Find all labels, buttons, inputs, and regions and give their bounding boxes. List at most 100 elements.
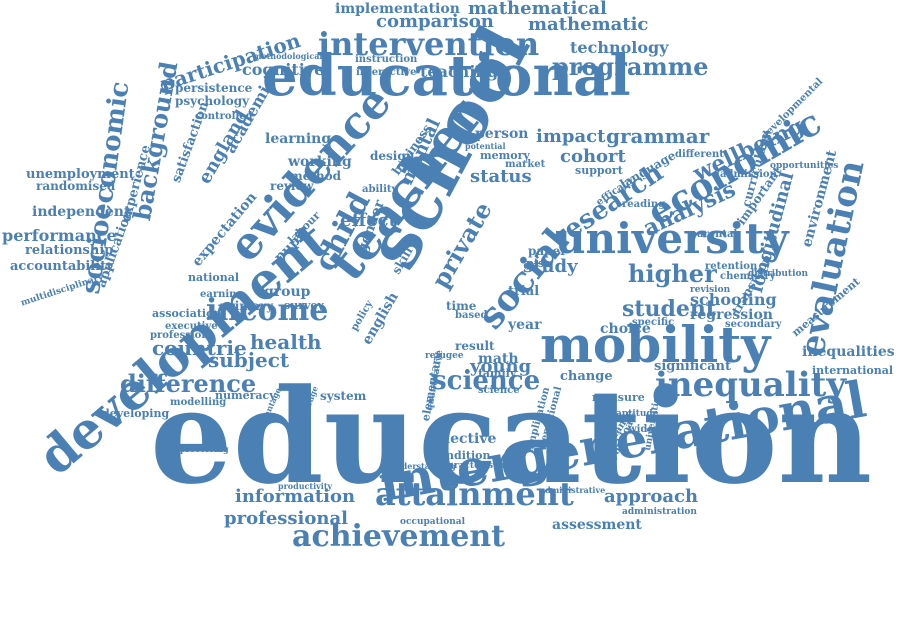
word-controlled: controlled [195, 111, 253, 122]
word-significant: significant [654, 359, 731, 374]
word-developing: developing [102, 407, 170, 420]
word-grammar: grammar [606, 124, 710, 148]
word-retention: retention [705, 261, 758, 272]
word-numeracy: numeracy [215, 389, 276, 402]
word-study: study [523, 256, 578, 277]
word-technology: technology [570, 38, 669, 57]
word-modelling: modelling [170, 397, 227, 408]
word-achievement: achievement [292, 519, 506, 554]
word-potential: potential [465, 141, 506, 151]
word-ability: ability [362, 184, 398, 195]
word-system: system [320, 389, 367, 403]
word-interactive: interactive [356, 67, 417, 78]
word-opportunities: opportunities [770, 161, 839, 171]
word-science: science [478, 385, 520, 396]
word-group: group [264, 284, 311, 300]
word-psychology: psychology [175, 94, 250, 108]
word-higher: higher [628, 259, 717, 288]
word-mathematical: mathematical [468, 0, 607, 19]
word-international: international [812, 364, 894, 377]
word-working: working [288, 154, 352, 170]
word-regression: regression [690, 307, 773, 323]
word-education: education [150, 360, 873, 513]
word-science: science [432, 366, 541, 396]
word-change: change [560, 369, 613, 384]
word-parental: parental [690, 229, 738, 240]
word-market: market [505, 159, 546, 170]
word-programme: programme [552, 52, 709, 81]
word-primary: primary [220, 299, 274, 313]
word-subject: subject [208, 348, 290, 372]
word-specific: specific [632, 317, 675, 328]
word-time: time [446, 299, 477, 313]
word-processing: processing [180, 444, 229, 454]
word-comparison: comparison [376, 11, 494, 32]
word-distribution: distribution [748, 269, 809, 279]
word-review: review [270, 179, 314, 193]
word-impact: impact [536, 126, 606, 147]
word-professional: professional [224, 508, 348, 529]
word-income: income [206, 293, 329, 328]
word-admission: admission [720, 169, 777, 180]
word-educational: educational [262, 43, 631, 109]
word-trial: trial [508, 284, 540, 299]
word-teaching: teaching [420, 62, 499, 81]
word-difference: difference [120, 369, 257, 398]
word-pisa: pisa [526, 257, 552, 270]
word-information: information [235, 486, 356, 507]
word-characteristic: characteristic [436, 461, 507, 471]
word-approach: approach [604, 486, 699, 507]
word-learning: learning [265, 131, 332, 147]
word-performance: performance [2, 226, 117, 245]
word-support: support [575, 164, 623, 177]
word-revision: revision [690, 285, 731, 295]
word-survey: survey [284, 299, 324, 312]
word-chemistry: chemistry [720, 271, 776, 282]
word-memory: memory [480, 149, 530, 162]
word-productivity: productivity [278, 481, 333, 491]
word-instruction: instruction [355, 54, 418, 65]
word-family: family [478, 367, 517, 380]
word-accountability: accountability [10, 259, 114, 274]
word-secondary: secondary [725, 319, 782, 330]
word-occupational: occupational [400, 517, 466, 527]
word-cohort: cohort [560, 146, 626, 167]
word-choice: choice [600, 321, 651, 337]
word-national: national [188, 271, 240, 284]
word-different: different [675, 149, 724, 160]
word-widening: widening [628, 424, 680, 435]
word-intervention: intervention [318, 25, 540, 63]
word-method: method [290, 169, 341, 183]
word-understanding: understanding [390, 461, 456, 471]
word-person: person [475, 126, 529, 142]
word-selective: selective [428, 431, 497, 447]
word-health: health [250, 330, 322, 354]
word-assessment: assessment [552, 517, 642, 533]
word-reading: reading [622, 199, 666, 210]
word-administration: administration [622, 507, 697, 517]
word-math: math [478, 351, 519, 367]
word-mathematic: mathematic [528, 14, 649, 35]
word-refugee: refugee [425, 351, 464, 361]
word-year: year [508, 317, 542, 333]
word-paper: paper [528, 244, 567, 258]
word-persistence: persistence [175, 81, 253, 95]
word-implementation: implementation [335, 1, 460, 17]
word-inequality: inequality [655, 365, 847, 405]
word-measure: measure [592, 391, 645, 404]
word-based: based [455, 310, 488, 321]
word-cognitive: cognitive [242, 60, 325, 79]
word-mobility: mobility [540, 315, 771, 374]
word-profession: profession [150, 330, 209, 341]
word-association: association [152, 307, 222, 320]
word-status: status [470, 166, 532, 187]
word-schooling: schooling [690, 290, 777, 309]
word-young: young [470, 356, 532, 377]
word-university: university [555, 214, 789, 263]
word-unemployment: unemployment [26, 167, 135, 182]
word-earning: earning [200, 289, 244, 300]
word-student: student [622, 296, 717, 322]
word-relationship: relationship [25, 243, 114, 258]
word-aptitude: aptitude [616, 409, 659, 419]
